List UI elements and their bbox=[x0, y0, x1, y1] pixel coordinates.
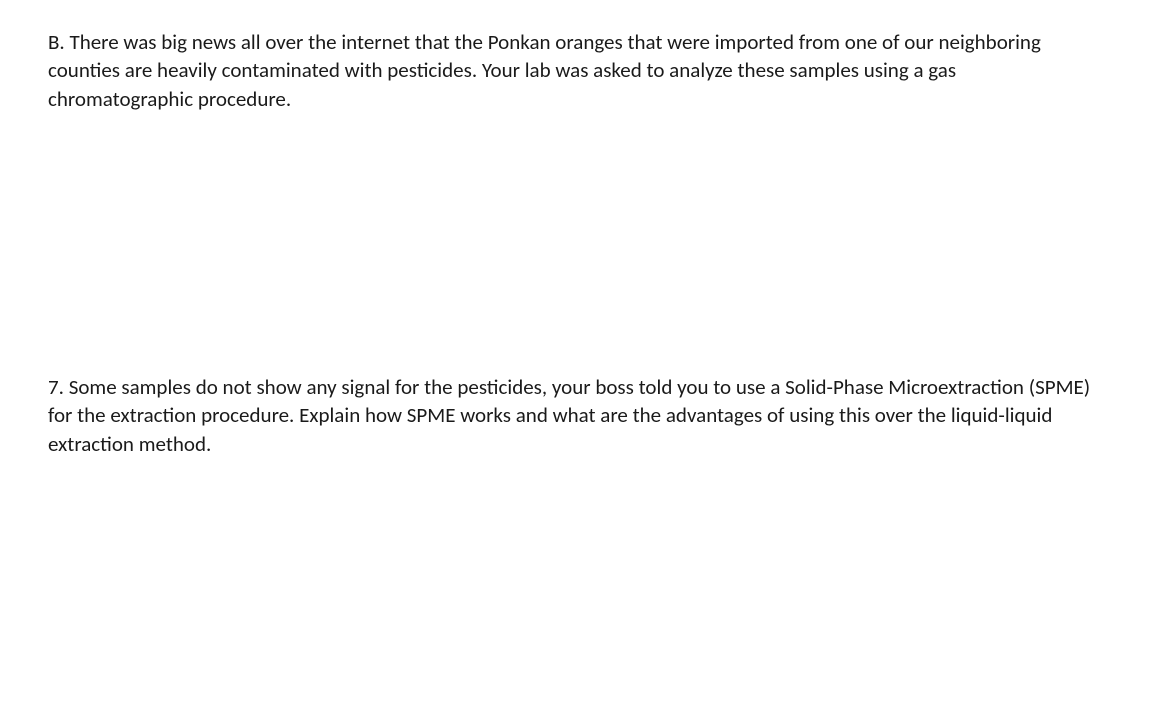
question-7: 7. Some samples do not show any signal f… bbox=[48, 373, 1101, 458]
question-7-text: 7. Some samples do not show any signal f… bbox=[48, 373, 1101, 458]
section-b: B. There was big news all over the inter… bbox=[48, 28, 1101, 113]
document-page: B. There was big news all over the inter… bbox=[0, 0, 1149, 720]
section-b-text: B. There was big news all over the inter… bbox=[48, 28, 1101, 113]
